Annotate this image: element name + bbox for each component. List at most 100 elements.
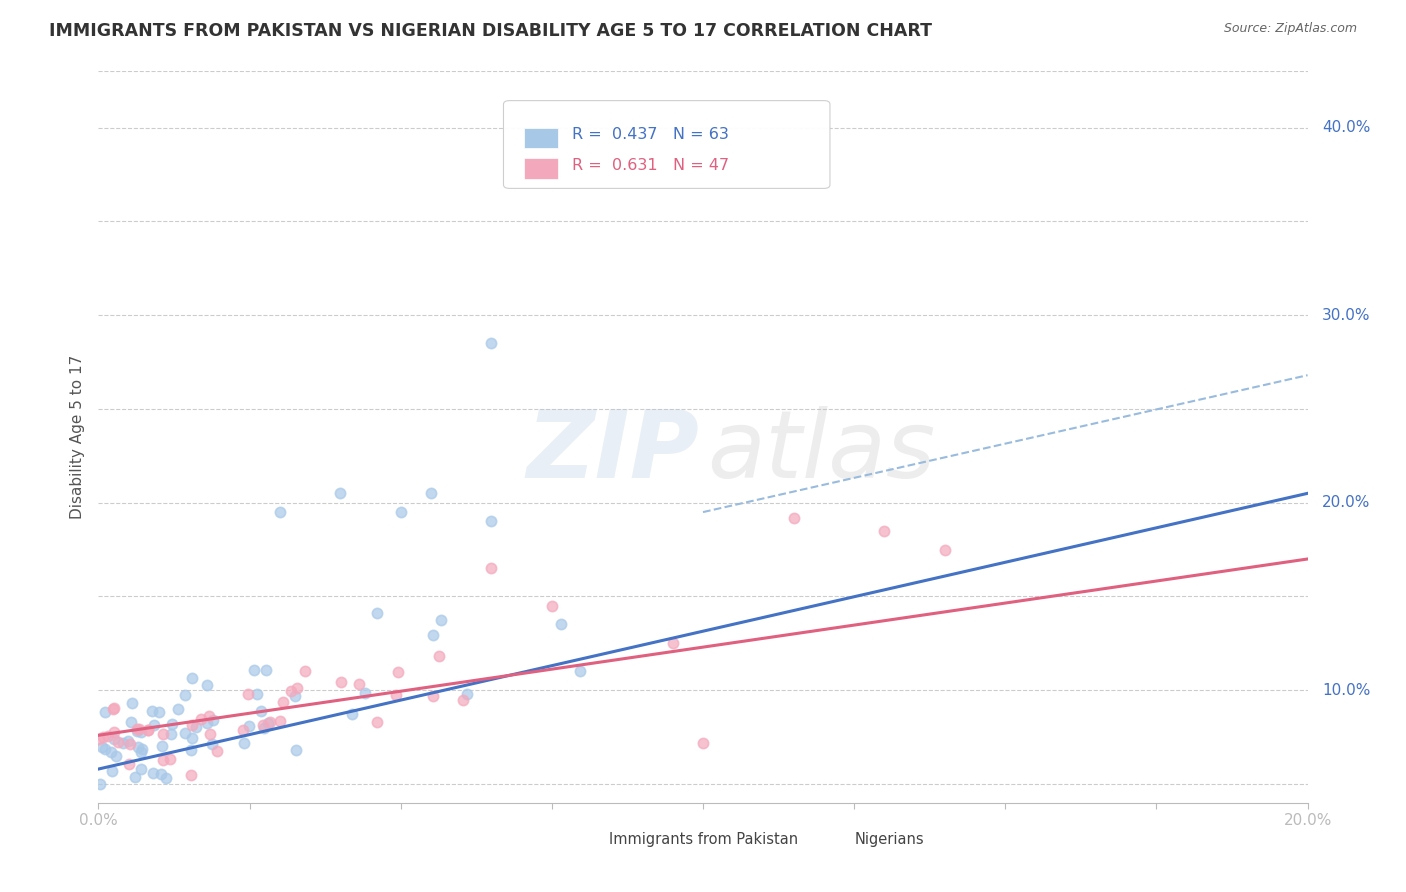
Point (284, 689, 307, 703)
Point (366, 714, 388, 729)
Point (94, 705, 117, 719)
Point (427, 648, 450, 663)
Point (347, 676, 370, 690)
FancyBboxPatch shape (576, 832, 603, 848)
FancyBboxPatch shape (524, 128, 558, 148)
Point (117, 734, 139, 748)
Point (107, 735, 129, 749)
Point (269, 505, 291, 519)
Point (120, 714, 142, 729)
Point (540, 599, 562, 613)
Point (385, 688, 408, 702)
Point (254, 664, 277, 678)
Point (120, 737, 142, 751)
Point (103, 725, 125, 739)
Point (195, 716, 218, 731)
Point (783, 510, 806, 524)
Point (201, 737, 224, 751)
Point (330, 674, 353, 689)
Point (136, 723, 159, 737)
Point (100, 764, 122, 779)
Point (184, 720, 207, 734)
Point (127, 722, 149, 736)
Point (238, 719, 260, 733)
Point (174, 689, 197, 703)
Point (103, 731, 125, 746)
Point (148, 705, 170, 719)
Point (129, 745, 152, 759)
Point (661, 636, 683, 650)
Text: 40.0%: 40.0% (1322, 120, 1371, 135)
Point (481, 515, 503, 529)
Point (131, 742, 153, 756)
Point (91, 730, 114, 744)
Point (180, 767, 202, 781)
Point (173, 725, 195, 739)
Point (89, 777, 111, 791)
Point (456, 687, 478, 701)
Text: 20.0%: 20.0% (1322, 495, 1371, 510)
Text: Source: ZipAtlas.com: Source: ZipAtlas.com (1223, 22, 1357, 36)
Point (111, 736, 134, 750)
Point (97, 729, 120, 743)
Point (269, 714, 291, 729)
Point (232, 723, 254, 737)
Text: IMMIGRANTS FROM PAKISTAN VS NIGERIAN DISABILITY AGE 5 TO 17 CORRELATION CHART: IMMIGRANTS FROM PAKISTAN VS NIGERIAN DIS… (49, 22, 932, 40)
Point (91, 739, 114, 754)
Point (180, 743, 202, 757)
Point (451, 693, 474, 707)
Point (420, 486, 443, 500)
Point (105, 748, 128, 763)
Point (256, 715, 278, 730)
Text: 10.0%: 10.0% (1322, 682, 1371, 698)
Point (125, 724, 148, 739)
Point (259, 714, 281, 729)
Text: Immigrants from Pakistan: Immigrants from Pakistan (609, 832, 797, 847)
Point (422, 627, 444, 641)
Point (252, 718, 274, 732)
Point (101, 702, 124, 716)
Point (354, 686, 377, 700)
Point (155, 772, 177, 786)
Point (143, 718, 166, 732)
Text: 30.0%: 30.0% (1322, 308, 1371, 323)
Point (128, 722, 150, 736)
Point (100, 745, 122, 759)
Point (121, 696, 143, 710)
Point (205, 744, 228, 758)
Point (271, 695, 294, 709)
Point (152, 753, 174, 767)
Point (197, 678, 219, 692)
Point (201, 713, 224, 727)
Point (180, 718, 202, 732)
Point (430, 613, 453, 627)
Point (160, 717, 183, 731)
Point (280, 684, 302, 698)
FancyBboxPatch shape (503, 101, 830, 188)
Point (160, 727, 183, 741)
Point (243, 663, 266, 677)
FancyBboxPatch shape (821, 832, 848, 848)
Text: atlas: atlas (707, 406, 935, 497)
Point (253, 722, 276, 736)
Point (236, 687, 259, 701)
Point (136, 723, 159, 737)
Text: R =  0.631   N = 47: R = 0.631 N = 47 (572, 158, 730, 173)
Point (481, 561, 503, 575)
Point (150, 766, 173, 780)
Point (389, 505, 412, 519)
Point (329, 486, 352, 500)
Point (568, 665, 591, 679)
Text: ZIP: ZIP (526, 406, 699, 498)
Point (934, 542, 956, 557)
Point (118, 756, 141, 771)
Point (550, 617, 572, 632)
Point (131, 762, 153, 776)
Point (124, 770, 146, 784)
Point (127, 739, 149, 754)
Point (285, 681, 308, 695)
Point (87, 732, 110, 747)
Point (103, 701, 125, 715)
Point (197, 708, 219, 723)
Point (167, 702, 190, 716)
